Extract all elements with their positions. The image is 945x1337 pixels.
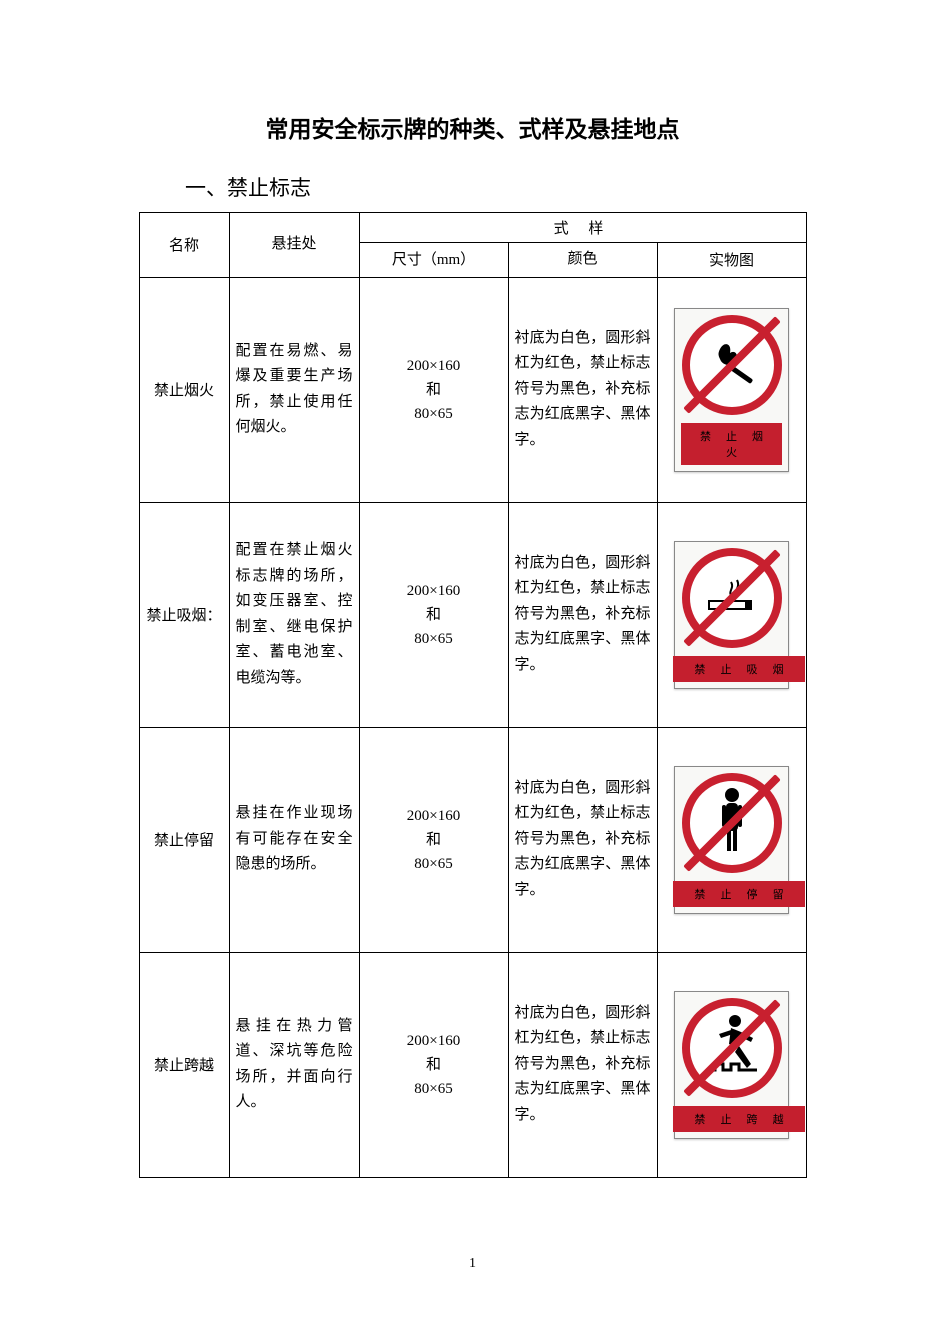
cell-name: 禁止跨越 <box>139 952 229 1177</box>
cell-image: 禁 止 烟 火 <box>657 277 806 502</box>
section-title: 一、禁止标志 <box>185 172 945 202</box>
cell-location: 悬挂在作业现场有可能存在安全隐患的场所。 <box>229 727 359 952</box>
th-color: 颜色 <box>508 243 657 278</box>
cell-location: 悬挂在热力管道、深坑等危险场所，并面向行人。 <box>229 952 359 1177</box>
th-size: 尺寸（mm） <box>359 243 508 278</box>
cell-image: 禁 止 吸 烟 <box>657 502 806 727</box>
table-row: 禁止跨越 悬挂在热力管道、深坑等危险场所，并面向行人。 200×160和80×6… <box>139 952 806 1177</box>
cell-size: 200×160和80×65 <box>359 502 508 727</box>
cell-color: 衬底为白色，圆形斜杠为红色，禁止标志符号为黑色，补充标志为红底黑字、黑体字。 <box>508 952 657 1177</box>
th-style-group: 式 样 <box>359 213 806 243</box>
sign-no-stay: 禁 止 停 留 <box>674 766 789 914</box>
cell-size: 200×160和80×65 <box>359 277 508 502</box>
cell-name: 禁止吸烟： <box>139 502 229 727</box>
page-title: 常用安全标示牌的种类、式样及悬挂地点 <box>0 110 945 144</box>
th-image: 实物图 <box>657 243 806 278</box>
cell-name: 禁止烟火 <box>139 277 229 502</box>
sign-no-fire: 禁 止 烟 火 <box>674 308 789 472</box>
sign-caption: 禁 止 跨 越 <box>673 1106 805 1132</box>
sign-caption: 禁 止 烟 火 <box>681 423 782 465</box>
cell-size: 200×160和80×65 <box>359 952 508 1177</box>
cell-name: 禁止停留 <box>139 727 229 952</box>
th-location: 悬挂处 <box>229 213 359 278</box>
sign-no-smoking: 禁 止 吸 烟 <box>674 541 789 689</box>
cell-color: 衬底为白色，圆形斜杠为红色，禁止标志符号为黑色，补充标志为红底黑字、黑体字。 <box>508 277 657 502</box>
signs-table: 名称 悬挂处 式 样 尺寸（mm） 颜色 实物图 禁止烟火 配置在易燃、易爆及重… <box>139 212 807 1178</box>
table-row: 禁止吸烟： 配置在禁止烟火标志牌的场所，如变压器室、控制室、继电保护室、蓄电池室… <box>139 502 806 727</box>
table-row: 禁止烟火 配置在易燃、易爆及重要生产场所，禁止使用任何烟火。 200×160和8… <box>139 277 806 502</box>
page-number: 1 <box>0 1256 945 1272</box>
cell-color: 衬底为白色，圆形斜杠为红色，禁止标志符号为黑色，补充标志为红底黑字、黑体字。 <box>508 502 657 727</box>
cell-location: 配置在易燃、易爆及重要生产场所，禁止使用任何烟火。 <box>229 277 359 502</box>
cell-size: 200×160和80×65 <box>359 727 508 952</box>
sign-no-crossing: 禁 止 跨 越 <box>674 991 789 1139</box>
cell-color: 衬底为白色，圆形斜杠为红色，禁止标志符号为黑色，补充标志为红底黑字、黑体字。 <box>508 727 657 952</box>
cell-image: 禁 止 跨 越 <box>657 952 806 1177</box>
sign-caption: 禁 止 停 留 <box>673 881 805 907</box>
table-row: 禁止停留 悬挂在作业现场有可能存在安全隐患的场所。 200×160和80×65 … <box>139 727 806 952</box>
th-name: 名称 <box>139 213 229 278</box>
sign-caption: 禁 止 吸 烟 <box>673 656 805 682</box>
cell-image: 禁 止 停 留 <box>657 727 806 952</box>
cell-location: 配置在禁止烟火标志牌的场所，如变压器室、控制室、继电保护室、蓄电池室、电缆沟等。 <box>229 502 359 727</box>
